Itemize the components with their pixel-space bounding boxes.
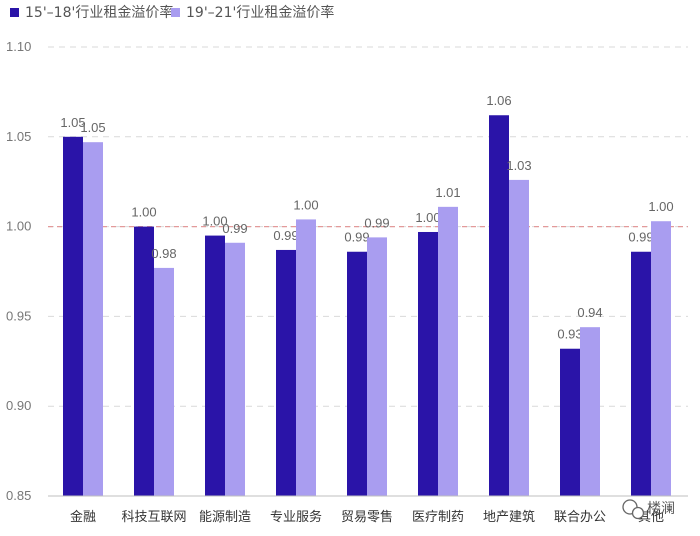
bar-group: 1.000.99 — [202, 214, 248, 496]
data-label: 1.00 — [202, 214, 227, 229]
data-label: 1.00 — [415, 210, 440, 225]
watermark: 楼澜 — [622, 499, 675, 520]
bar-series-1 — [205, 235, 225, 496]
bar-series-2 — [438, 206, 458, 496]
bar-series-1 — [276, 249, 296, 496]
y-tick-label: 0.95 — [6, 308, 31, 323]
x-tick-label: 贸易零售 — [341, 509, 393, 525]
bar-group: 1.051.05 — [60, 115, 106, 497]
y-tick-label: 1.00 — [6, 219, 31, 234]
bar-series-2 — [225, 242, 245, 496]
y-tick-label: 0.90 — [6, 398, 31, 413]
bar-series-2 — [83, 142, 103, 497]
wechat-icon — [622, 499, 645, 520]
data-label: 1.00 — [648, 199, 673, 214]
x-tick-label: 科技互联网 — [121, 510, 186, 525]
data-label: 1.03 — [506, 158, 531, 173]
data-label: 1.05 — [60, 115, 85, 130]
data-label: 0.99 — [628, 230, 653, 245]
bar-group: 0.99 1.00 — [273, 197, 319, 496]
bar-series-2 — [509, 179, 529, 497]
bar-group: 1.00 1.01 — [415, 185, 461, 496]
bar-group: 0.990.99 — [344, 215, 390, 496]
y-tick-label: 1.10 — [6, 39, 31, 54]
bar-series-1 — [489, 115, 509, 497]
bar-group: 0.93 0.94 — [557, 305, 603, 496]
data-label: 0.99 — [344, 230, 369, 245]
bars: 1.051.051.000.981.000.99 0.991.000.990.99… — [60, 93, 674, 497]
legend-swatch-2 — [171, 8, 180, 17]
data-label: 1.00 — [293, 197, 318, 212]
legend-item-1: 15'–18'行业租金溢价率 — [10, 4, 173, 21]
x-tick-label: 专业服务 — [270, 509, 322, 525]
bar-series-1 — [63, 136, 83, 497]
data-label: 0.99 — [222, 221, 247, 236]
legend-label-1: 15'–18'行业租金溢价率 — [25, 4, 173, 21]
y-tick-label: 1.05 — [6, 129, 31, 144]
bar-series-2 — [651, 221, 671, 496]
data-label: 1.05 — [80, 120, 105, 135]
bar-group: 1.06 1.03 — [486, 93, 532, 497]
data-label: 0.99 — [273, 228, 298, 243]
bar-series-1 — [560, 348, 580, 496]
watermark-text: 楼澜 — [647, 501, 675, 517]
bar-series-2 — [367, 237, 387, 496]
x-tick-label: 其他 — [638, 510, 664, 525]
legend-item-2: 19'–21'行业租金溢价率 — [171, 4, 334, 21]
bar-series-1 — [134, 226, 154, 496]
legend-label-2: 19'–21'行业租金溢价率 — [186, 4, 334, 21]
x-axis: 金融 科技互联网 能源制造 专业服务 贸易零售 医疗制药 地产建筑 联合办公 其他 — [48, 495, 688, 525]
data-label: 1.06 — [486, 93, 511, 108]
legend-swatch-1 — [10, 8, 19, 17]
data-label: 1.00 — [131, 205, 156, 220]
x-tick-label: 医疗制药 — [412, 510, 464, 525]
data-label: 0.94 — [577, 305, 602, 320]
data-label: 0.99 — [364, 215, 389, 230]
bar-series-1 — [347, 251, 367, 496]
bar-series-2 — [580, 327, 600, 496]
y-tick-label: 0.85 — [6, 488, 31, 503]
bar-series-1 — [631, 251, 651, 496]
data-label: 0.98 — [151, 246, 176, 261]
x-tick-label: 地产建筑 — [483, 509, 535, 525]
legend: 15'–18'行业租金溢价率 19'–21'行业租金溢价率 — [10, 4, 334, 21]
bar-series-2 — [296, 219, 316, 496]
y-axis: 0.85 0.90 0.95 1.00 1.05 1.10 — [6, 39, 31, 503]
x-tick-label: 金融 — [70, 509, 96, 525]
bar-series-2 — [154, 267, 174, 496]
bar-group: 1.00 0.98 — [131, 205, 177, 496]
data-label: 1.01 — [435, 185, 460, 200]
data-label: 0.93 — [557, 327, 582, 342]
x-tick-label: 联合办公 — [554, 510, 606, 525]
bar-series-1 — [418, 231, 438, 496]
bar-group: 0.99 1.00 — [628, 199, 674, 496]
x-tick-label: 能源制造 — [199, 510, 251, 525]
